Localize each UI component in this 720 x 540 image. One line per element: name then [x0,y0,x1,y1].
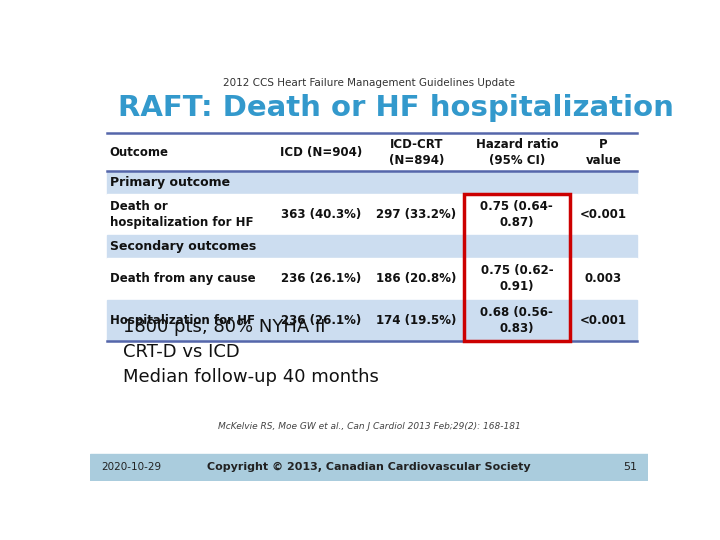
Text: 2012 CCS Heart Failure Management Guidelines Update: 2012 CCS Heart Failure Management Guidel… [223,78,515,88]
Text: RAFT: Death or HF hospitalization: RAFT: Death or HF hospitalization [118,94,674,122]
Text: 174 (19.5%): 174 (19.5%) [377,314,456,327]
Text: Copyright © 2013, Canadian Cardiovascular Society: Copyright © 2013, Canadian Cardiovascula… [207,462,531,472]
Text: 0.68 (0.56-
0.83): 0.68 (0.56- 0.83) [480,306,553,335]
Text: 186 (20.8%): 186 (20.8%) [377,273,456,286]
Text: 236 (26.1%): 236 (26.1%) [282,314,361,327]
Text: 0.75 (0.64-
0.87): 0.75 (0.64- 0.87) [480,200,553,229]
Text: Primary outcome: Primary outcome [109,176,230,189]
Text: 236 (26.1%): 236 (26.1%) [282,273,361,286]
Bar [107,258,637,300]
Text: <0.001: <0.001 [580,314,627,327]
Bar [107,194,637,235]
Text: Secondary outcomes: Secondary outcomes [109,240,256,253]
Text: 2020-10-29: 2020-10-29 [101,462,161,472]
Text: <0.001: <0.001 [580,208,627,221]
Bar [107,133,637,171]
Bar [107,171,637,194]
Bar [464,194,570,341]
Text: Death from any cause: Death from any cause [109,273,255,286]
Text: Hazard ratio
(95% CI): Hazard ratio (95% CI) [475,138,558,167]
Bar [107,235,637,258]
Text: ICD (N=904): ICD (N=904) [281,146,363,159]
Bar [107,300,637,341]
Text: 1800 pts, 80% NYHA II
CRT-D vs ICD
Median follow-up 40 months: 1800 pts, 80% NYHA II CRT-D vs ICD Media… [124,319,379,387]
Text: 51: 51 [623,462,637,472]
Text: ICD-CRT
(N=894): ICD-CRT (N=894) [389,138,444,167]
Text: P
value: P value [585,138,621,167]
Text: Outcome: Outcome [109,146,168,159]
Bar [90,454,648,481]
Text: McKelvie RS, Moe GW et al., Can J Cardiol 2013 Feb;29(2): 168-181: McKelvie RS, Moe GW et al., Can J Cardio… [217,422,521,431]
Text: 363 (40.3%): 363 (40.3%) [282,208,361,221]
Text: 297 (33.2%): 297 (33.2%) [377,208,456,221]
Text: Death or
hospitalization for HF: Death or hospitalization for HF [109,200,253,229]
Text: Hospitalization for HF: Hospitalization for HF [109,314,255,327]
Text: 0.003: 0.003 [585,273,622,286]
Text: 0.75 (0.62-
0.91): 0.75 (0.62- 0.91) [480,265,553,293]
